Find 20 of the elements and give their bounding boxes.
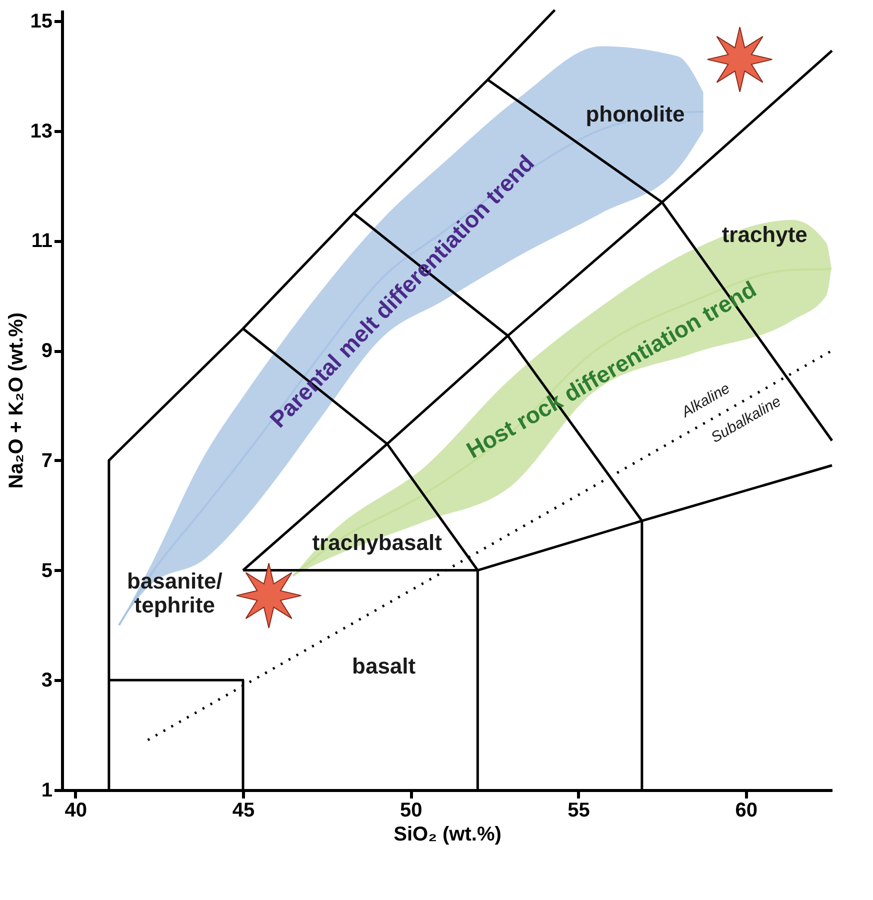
y-tick-label: 13: [30, 120, 52, 142]
x-tick-label: 50: [400, 800, 422, 822]
y-tick-label: 15: [30, 10, 52, 32]
y-tick-label: 11: [31, 230, 52, 252]
x-tick-label: 60: [735, 800, 758, 822]
annotation: trachyte: [722, 222, 808, 248]
y-axis-title: Na₂O + K₂O (wt.%): [5, 312, 28, 489]
annotation: phonolite: [586, 101, 685, 126]
y-tick-label: 5: [41, 560, 52, 582]
annotation: trachybasalt: [312, 530, 443, 555]
y-tick-label: 1: [41, 780, 52, 802]
annotation: basalt: [352, 653, 416, 678]
x-tick-label: 45: [232, 800, 255, 822]
y-tick-label: 9: [41, 340, 52, 362]
x-tick-label: 55: [568, 800, 590, 822]
x-tick-label: 40: [64, 800, 88, 822]
y-tick-label: 7: [41, 450, 52, 472]
y-tick-label: 3: [41, 670, 52, 692]
annotation: basanite/ tephrite: [126, 568, 222, 618]
x-axis-title: SiO₂ (wt.%): [394, 824, 502, 846]
